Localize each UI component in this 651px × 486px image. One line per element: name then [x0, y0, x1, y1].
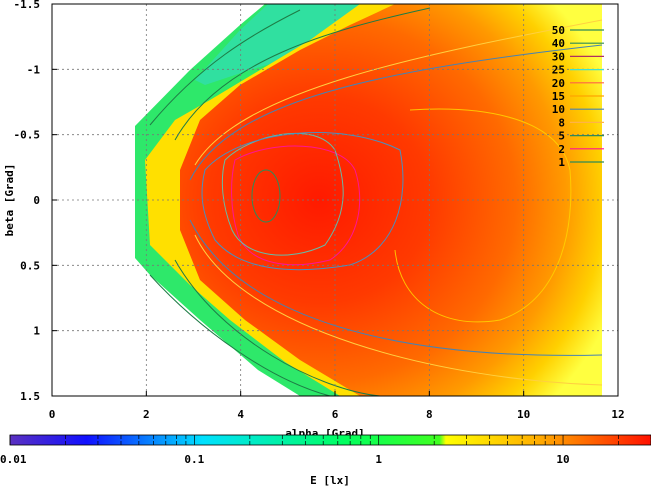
y-tick-label: 1: [33, 325, 40, 338]
x-tick-label: 4: [237, 408, 244, 421]
colorbar-tick-label: 0.01: [0, 453, 27, 466]
x-axis-ticks: 0 2 4 6 8 10 12: [49, 391, 625, 421]
colorbar-tick-label: 0.1: [184, 453, 204, 466]
legend-label: 20: [552, 77, 565, 90]
legend-label: 30: [552, 50, 565, 63]
y-tick-label: 0: [33, 194, 40, 207]
legend-label: 40: [552, 37, 565, 50]
legend-label: 10: [552, 103, 565, 116]
contour-2: [174, 7, 431, 396]
contour-lines: [149, 7, 603, 396]
y-tick-label: -0.5: [14, 129, 41, 142]
x-tick-label: 2: [143, 408, 150, 421]
legend-label: 50: [552, 24, 565, 37]
legend-label: 2: [558, 143, 565, 156]
contour-15: [394, 108, 572, 323]
grid: [52, 4, 618, 396]
x-tick-label: 6: [332, 408, 339, 421]
legend-label: 5: [558, 130, 565, 143]
contour-50: [251, 169, 281, 223]
legend-label: 8: [558, 116, 565, 129]
contour-20: [201, 132, 404, 271]
x-tick-label: 0: [49, 408, 56, 421]
contour-5: [194, 19, 603, 386]
legend-label: 15: [552, 90, 565, 103]
colorbar-ticks: 0.01 0.1 1 10: [0, 435, 651, 466]
y-tick-label: 0.5: [20, 259, 40, 272]
y-axis-ticks: -1.5 -1 -0.5 0 0.5 1 1.5: [14, 0, 57, 403]
y-tick-label: 1.5: [20, 390, 40, 403]
legend-label: 25: [552, 64, 565, 77]
x-tick-label: 12: [611, 408, 624, 421]
contour-30: [231, 145, 361, 266]
y-axis-label: beta [Grad]: [3, 164, 16, 237]
colorbar-tick-label: 1: [375, 453, 382, 466]
y-tick-label: -1: [27, 63, 41, 76]
contour-10: [189, 44, 603, 356]
colorbar-label: E [lx]: [310, 474, 350, 486]
heatmap-core: [180, 4, 602, 396]
contour-1: [149, 9, 331, 396]
x-tick-label: 8: [426, 408, 433, 421]
legend-label: 1: [558, 156, 565, 169]
x-tick-label: 10: [517, 408, 530, 421]
colorbar-tick-label: 10: [556, 453, 569, 466]
y-tick-label: -1.5: [14, 0, 41, 11]
